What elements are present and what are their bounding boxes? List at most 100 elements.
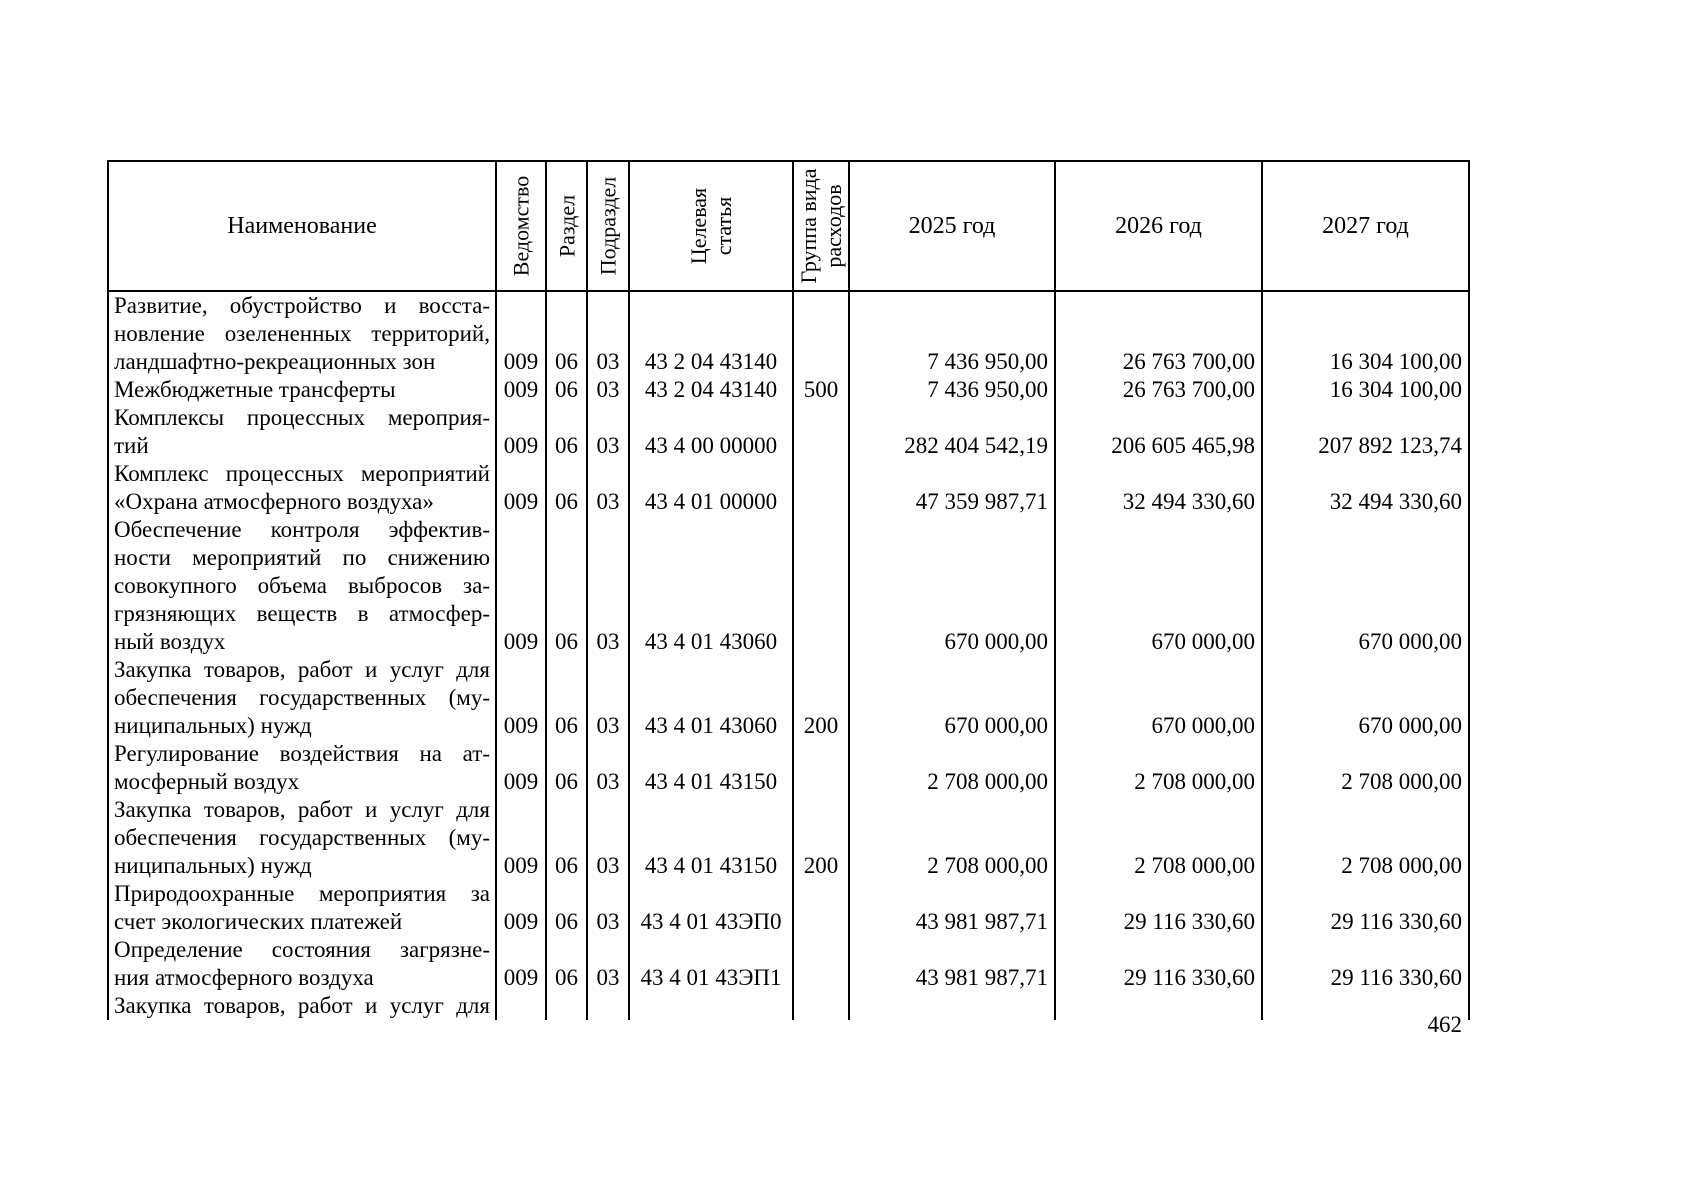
name-line: мосферный воздух: [114, 769, 300, 794]
cell-celevaya-statya: 43 4 00 00000: [628, 404, 794, 460]
cell-amount-2026: 26 763 700,00: [1054, 376, 1263, 404]
cell-gruppa-vida-rashodov: [792, 992, 850, 1020]
name-line: ный воздух: [114, 629, 226, 654]
header-razdel: Раздел: [545, 160, 588, 292]
header-gruppa-vida-rashodov-label: Группа вида расходов: [796, 168, 846, 284]
cell-podrazdel: 03: [586, 460, 630, 516]
name-line: Природоохранные мероприятия за: [114, 881, 490, 906]
cell-amount-2025: 670 000,00: [848, 656, 1056, 740]
cell-vedomstvo: 009: [495, 404, 547, 460]
table-row: Комплекс процессных мероприятий «Охрана а…: [107, 460, 1470, 516]
cell-amount-2027: 16 304 100,00: [1261, 376, 1470, 404]
header-celevaya-statya: Целевая статья: [628, 160, 794, 292]
cell-amount-2027: 16 304 100,00: [1261, 291, 1470, 376]
table-row: Межбюджетные трансферты 009 06 03 43 2 04 43…: [107, 376, 1470, 404]
cell-amount-2027: 32 494 330,60: [1261, 460, 1470, 516]
header-razdel-label: Раздел: [554, 194, 579, 258]
cell-podrazdel: 03: [586, 740, 630, 796]
name-line: Определение состояния загрязне-: [114, 937, 490, 962]
cell-amount-2027: 29 116 330,60: [1261, 880, 1470, 936]
cell-amount-2027: 670 000,00: [1261, 656, 1470, 740]
cell-gruppa-vida-rashodov: [792, 291, 850, 376]
name-line: Межбюджетные трансферты: [114, 377, 396, 402]
header-vedomstvo: Ведомство: [495, 160, 547, 292]
name-line: Развитие, обустройство и восста-: [114, 293, 490, 318]
cell-gruppa-vida-rashodov: [792, 936, 850, 992]
name-line: Закупка товаров, работ и услуг для: [114, 993, 490, 1018]
cell-podrazdel: 03: [586, 796, 630, 880]
header-row: Наименование Ведомство Раздел Подраздел …: [107, 160, 1470, 292]
cell-gruppa-vida-rashodov: [792, 404, 850, 460]
cell-amount-2027: 29 116 330,60: [1261, 936, 1470, 992]
cell-vedomstvo: 009: [495, 376, 547, 404]
table-row: Обеспечение контроля эффектив-ности меро…: [107, 516, 1470, 656]
cell-celevaya-statya: 43 2 04 43140: [628, 376, 794, 404]
budget-table: Наименование Ведомство Раздел Подраздел …: [107, 160, 1470, 1020]
cell-amount-2025: 43 981 987,71: [848, 936, 1056, 992]
cell-podrazdel: 03: [586, 936, 630, 992]
cell-podrazdel: 03: [586, 404, 630, 460]
name-line: новление озелененных территорий,: [114, 321, 490, 346]
name-line: совокупного объема выбросов за-: [114, 573, 490, 598]
name-line: счет экологических платежей: [114, 909, 403, 934]
table-row: Развитие, обустройство и восста-новление…: [107, 291, 1470, 376]
header-year-2027-label: 2027 год: [1322, 212, 1409, 239]
table-row: Закупка товаров, работ и услуг для: [107, 992, 1470, 1020]
cell-gruppa-vida-rashodov: 200: [792, 656, 850, 740]
cell-name: Обеспечение контроля эффектив-ности меро…: [107, 516, 497, 656]
cell-amount-2025: [848, 992, 1056, 1020]
cell-gruppa-vida-rashodov: [792, 516, 850, 656]
cell-name: Межбюджетные трансферты: [107, 376, 497, 404]
header-podrazdel: Подраздел: [586, 160, 630, 292]
cell-gruppa-vida-rashodov: [792, 740, 850, 796]
header-year-2025: 2025 год: [848, 160, 1056, 292]
header-year-2026-label: 2026 год: [1115, 212, 1202, 239]
cell-amount-2025: 670 000,00: [848, 516, 1056, 656]
cell-amount-2026: 32 494 330,60: [1054, 460, 1263, 516]
cell-name: Комплекс процессных мероприятий «Охрана а…: [107, 460, 497, 516]
cell-name: Закупка товаров, работ и услуг для обеспе…: [107, 656, 497, 740]
name-line: Закупка товаров, работ и услуг для: [114, 657, 490, 682]
cell-vedomstvo: 009: [495, 880, 547, 936]
name-line: ландшафтно-рекреационных зон: [114, 349, 436, 374]
cell-podrazdel: [586, 992, 630, 1020]
cell-vedomstvo: 009: [495, 936, 547, 992]
cell-name: Природоохранные мероприятия за счет эколо…: [107, 880, 497, 936]
cell-celevaya-statya: 43 4 01 43ЭП0: [628, 880, 794, 936]
cell-celevaya-statya: 43 4 01 43060: [628, 656, 794, 740]
name-line: обеспечения государственных (му-: [114, 825, 490, 850]
cell-celevaya-statya: [628, 992, 794, 1020]
header-year-2027: 2027 год: [1261, 160, 1470, 292]
cell-name: Комплексы процессных мероприя-тий: [107, 404, 497, 460]
cell-gruppa-vida-rashodov: [792, 460, 850, 516]
cell-razdel: 06: [545, 740, 588, 796]
cell-razdel: 06: [545, 796, 588, 880]
table-body: Развитие, обустройство и восста-новление…: [107, 291, 1470, 1020]
cell-razdel: 06: [545, 291, 588, 376]
cell-podrazdel: 03: [586, 376, 630, 404]
header-vedomstvo-label: Ведомство: [508, 175, 534, 277]
cell-amount-2026: 206 605 465,98: [1054, 404, 1263, 460]
cell-podrazdel: 03: [586, 656, 630, 740]
cell-amount-2027: 2 708 000,00: [1261, 740, 1470, 796]
header-podrazdel-label: Подраздел: [595, 176, 621, 276]
cell-amount-2026: 2 708 000,00: [1054, 796, 1263, 880]
name-line: Комплексы процессных мероприя-: [114, 405, 490, 430]
header-year-2025-label: 2025 год: [908, 212, 996, 239]
cell-razdel: 06: [545, 656, 588, 740]
cell-gruppa-vida-rashodov: 500: [792, 376, 850, 404]
cell-amount-2025: 7 436 950,00: [848, 291, 1056, 376]
cell-gruppa-vida-rashodov: [792, 880, 850, 936]
cell-amount-2027: 670 000,00: [1261, 516, 1470, 656]
cell-name: Закупка товаров, работ и услуг для обеспе…: [107, 796, 497, 880]
header-celevaya-statya-label: Целевая статья: [686, 187, 736, 265]
header-gruppa-vida-rashodov: Группа вида расходов: [792, 160, 850, 292]
cell-celevaya-statya: 43 2 04 43140: [628, 291, 794, 376]
cell-amount-2026: [1054, 992, 1263, 1020]
cell-amount-2025: 43 981 987,71: [848, 880, 1056, 936]
cell-name: Закупка товаров, работ и услуг для: [107, 992, 497, 1020]
table-row: Закупка товаров, работ и услуг для обеспе…: [107, 656, 1470, 740]
cell-name: Развитие, обустройство и восста-новление…: [107, 291, 497, 376]
name-line: ниципальных) нужд: [114, 853, 312, 878]
header-name: Наименование: [107, 160, 497, 292]
